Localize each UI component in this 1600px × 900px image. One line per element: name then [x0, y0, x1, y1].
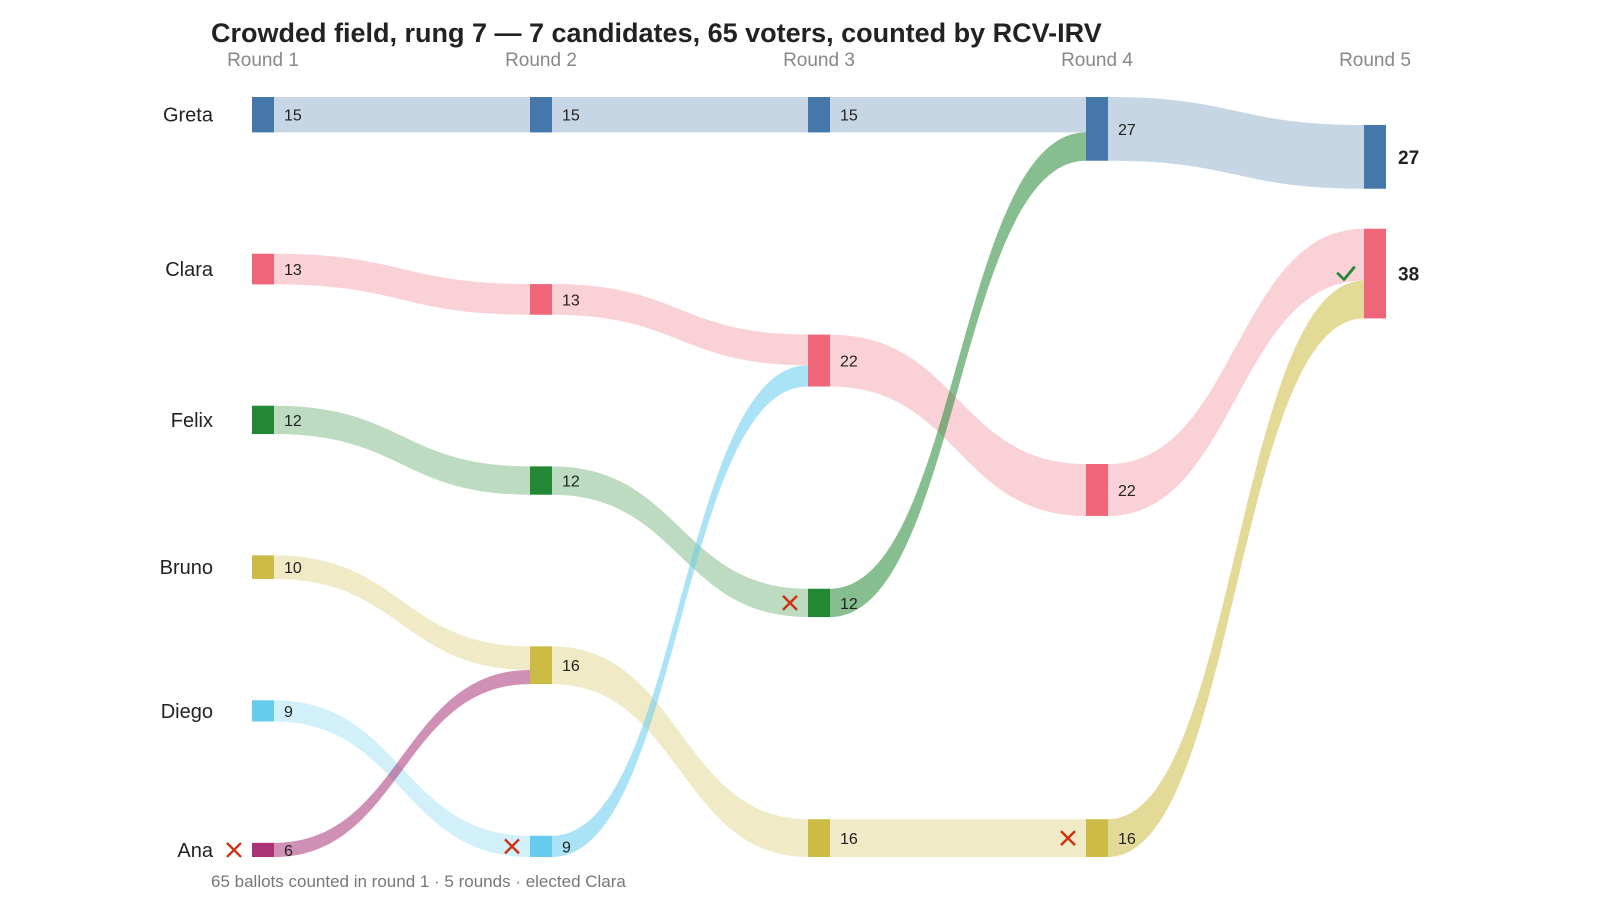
value-r2-diego: 9 — [562, 839, 571, 856]
node-r3-clara — [808, 334, 830, 387]
round-label-5: Round 5 — [1339, 50, 1411, 71]
flow-r4-bruno-to-clara — [1108, 280, 1364, 857]
value-r1-bruno: 10 — [284, 560, 302, 577]
value-r4-clara: 22 — [1118, 483, 1136, 500]
node-r2-bruno — [530, 646, 552, 685]
flow-r4-greta-to-greta — [1108, 97, 1364, 189]
candidate-label-greta: Greta — [163, 105, 214, 127]
node-r1-clara — [252, 253, 274, 285]
flow-r2-felix-to-felix — [552, 466, 808, 618]
node-r4-bruno — [1086, 819, 1108, 857]
node-r2-felix — [530, 466, 552, 495]
node-r2-clara — [530, 284, 552, 315]
candidate-label-diego: Diego — [161, 701, 213, 723]
value-r1-greta: 15 — [284, 108, 302, 125]
chart-footer: 65 ballots counted in round 1 · 5 rounds… — [211, 872, 626, 891]
value-r5-greta: 27 — [1398, 148, 1419, 169]
node-r3-felix — [808, 588, 830, 618]
value-r1-diego: 9 — [284, 704, 293, 721]
value-r2-felix: 12 — [562, 474, 580, 491]
node-r1-diego — [252, 700, 274, 722]
value-r1-clara: 13 — [284, 262, 302, 279]
flow-r2-greta-to-greta — [552, 97, 808, 133]
eliminated-marker-felix — [782, 595, 798, 611]
value-r5-clara: 38 — [1398, 265, 1419, 286]
value-r4-greta: 27 — [1118, 122, 1136, 139]
eliminated-marker-bruno — [1060, 830, 1076, 846]
round-label-1: Round 1 — [227, 50, 299, 71]
node-r1-greta — [252, 97, 274, 133]
flow-r2-diego-to-clara — [552, 365, 808, 857]
candidate-label-ana: Ana — [177, 840, 213, 862]
node-r2-greta — [530, 97, 552, 133]
value-r3-bruno: 16 — [840, 831, 858, 848]
value-r2-clara: 13 — [562, 292, 580, 309]
node-r2-diego — [530, 835, 552, 857]
winner-check-icon — [1336, 266, 1356, 281]
nodes-layer — [252, 97, 1386, 857]
flow-r1-greta-to-greta — [274, 97, 530, 133]
flow-r3-clara-to-clara — [830, 334, 1086, 516]
node-r3-bruno — [808, 819, 830, 857]
flow-r3-bruno-to-bruno — [830, 819, 1086, 857]
value-r1-ana: 6 — [284, 843, 293, 860]
round-label-4: Round 4 — [1061, 50, 1133, 71]
flow-r2-bruno-to-bruno — [552, 646, 808, 857]
node-r5-clara — [1364, 228, 1386, 319]
labels-layer: Round 1 Round 2 Round 3 Round 4 Round 5 Greta… — [160, 50, 1420, 862]
node-r1-bruno — [252, 555, 274, 579]
node-r4-greta — [1086, 97, 1108, 161]
flow-r1-ana-to-bruno — [274, 669, 530, 857]
eliminated-marker-ana — [226, 842, 242, 858]
candidate-label-bruno: Bruno — [160, 557, 213, 579]
value-r3-felix: 12 — [840, 596, 858, 613]
round-label-3: Round 3 — [783, 50, 855, 71]
chart-title: Crowded field, rung 7 — 7 candidates, 65… — [211, 18, 1102, 48]
value-r2-greta: 15 — [562, 108, 580, 125]
flow-r1-clara-to-clara — [274, 253, 530, 315]
flow-r1-diego-to-diego — [274, 700, 530, 857]
flow-r3-greta-to-greta — [830, 97, 1086, 133]
value-r3-clara: 22 — [840, 354, 858, 371]
node-r5-greta — [1364, 125, 1386, 189]
flow-r4-clara-to-clara — [1108, 228, 1364, 516]
value-r1-felix: 12 — [284, 413, 302, 430]
value-r4-bruno: 16 — [1118, 831, 1136, 848]
value-r3-greta: 15 — [840, 108, 858, 125]
flow-r3-felix-to-greta — [830, 132, 1086, 618]
eliminated-marker-diego — [504, 838, 520, 855]
flow-r1-felix-to-felix — [274, 405, 530, 495]
flow-r1-bruno-to-bruno — [274, 555, 530, 670]
node-r3-greta — [808, 97, 830, 133]
node-r4-clara — [1086, 464, 1108, 516]
node-r1-ana — [252, 842, 274, 857]
candidate-label-felix: Felix — [171, 410, 213, 432]
flows-layer — [274, 97, 1364, 857]
flow-r2-clara-to-clara — [552, 284, 808, 366]
candidate-label-clara: Clara — [165, 259, 214, 281]
value-r2-bruno: 16 — [562, 658, 580, 675]
round-label-2: Round 2 — [505, 50, 577, 71]
node-r1-felix — [252, 405, 274, 435]
